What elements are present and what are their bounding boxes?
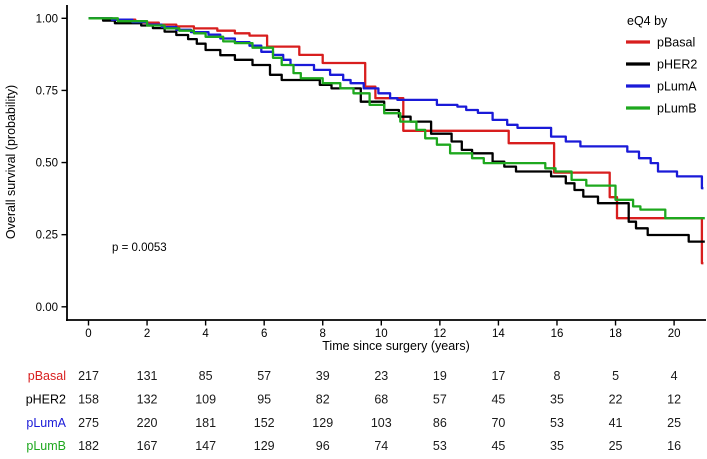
risk-value: 19 — [433, 369, 447, 383]
risk-value: 25 — [667, 416, 681, 430]
risk-value: 5 — [612, 369, 619, 383]
x-tick-label: 14 — [492, 328, 505, 340]
risk-value: 35 — [550, 393, 564, 407]
survival-curve-pLumA — [88, 17, 704, 190]
x-tick-label: 6 — [261, 328, 267, 340]
survival-curve-pLumB — [88, 17, 705, 220]
risk-value: 41 — [609, 416, 623, 430]
y-tick-label: 0.25 — [36, 230, 58, 242]
x-tick-label: 8 — [320, 328, 326, 340]
risk-value: 182 — [78, 439, 99, 453]
risk-value: 86 — [433, 416, 447, 430]
risk-value: 8 — [554, 369, 561, 383]
y-axis-title: Overall survival (probability) — [4, 85, 18, 239]
risk-value: 217 — [78, 369, 99, 383]
legend-label-pBasal: pBasal — [657, 36, 695, 50]
risk-value: 147 — [195, 439, 216, 453]
risk-value: 103 — [371, 416, 392, 430]
survival-curve-pBasal — [88, 17, 704, 265]
x-tick-label: 16 — [551, 328, 564, 340]
y-tick-label: 0.75 — [36, 85, 58, 97]
x-tick-label: 2 — [144, 328, 150, 340]
risk-value: 129 — [254, 439, 275, 453]
risk-value: 158 — [78, 393, 99, 407]
risk-value: 16 — [667, 439, 681, 453]
risk-value: 220 — [137, 416, 158, 430]
y-tick-label: 1.00 — [36, 13, 58, 25]
risk-value: 96 — [316, 439, 330, 453]
risk-value: 45 — [491, 393, 505, 407]
x-tick-label: 20 — [668, 328, 681, 340]
risk-value: 152 — [254, 416, 275, 430]
risk-value: 129 — [312, 416, 333, 430]
risk-row-label-pLumB: pLumB — [26, 439, 66, 453]
risk-value: 70 — [491, 416, 505, 430]
risk-value: 25 — [609, 439, 623, 453]
x-tick-label: 10 — [375, 328, 388, 340]
risk-value: 95 — [257, 393, 271, 407]
risk-value: 12 — [667, 393, 681, 407]
x-tick-label: 4 — [202, 328, 209, 340]
risk-value: 167 — [137, 439, 158, 453]
legend-title: eQ4 by — [627, 14, 668, 28]
x-tick-label: 18 — [609, 328, 622, 340]
survival-curve-pHER2 — [88, 17, 705, 243]
risk-value: 132 — [137, 393, 158, 407]
x-axis-title: Time since surgery (years) — [322, 339, 470, 353]
legend-label-pLumA: pLumA — [657, 80, 697, 94]
legend-label-pHER2: pHER2 — [657, 58, 697, 72]
risk-value: 35 — [550, 439, 564, 453]
y-tick-label: 0.00 — [36, 302, 58, 314]
risk-value: 68 — [374, 393, 388, 407]
risk-value: 45 — [491, 439, 505, 453]
risk-value: 4 — [671, 369, 678, 383]
x-tick-label: 0 — [85, 328, 91, 340]
risk-value: 275 — [78, 416, 99, 430]
risk-value: 22 — [609, 393, 623, 407]
x-tick-label: 12 — [433, 328, 446, 340]
risk-value: 131 — [137, 369, 158, 383]
p-value-annotation: p = 0.0053 — [112, 242, 167, 254]
legend-label-pLumB: pLumB — [657, 102, 697, 116]
risk-value: 53 — [433, 439, 447, 453]
risk-row-label-pBasal: pBasal — [28, 369, 66, 383]
risk-value: 82 — [316, 393, 330, 407]
risk-value: 57 — [257, 369, 271, 383]
risk-value: 85 — [199, 369, 213, 383]
risk-value: 57 — [433, 393, 447, 407]
risk-value: 39 — [316, 369, 330, 383]
risk-row-label-pHER2: pHER2 — [26, 393, 66, 407]
risk-row-label-pLumA: pLumA — [26, 416, 66, 430]
risk-value: 181 — [195, 416, 216, 430]
y-tick-label: 0.50 — [36, 158, 58, 170]
risk-value: 109 — [195, 393, 216, 407]
risk-value: 17 — [491, 369, 505, 383]
risk-value: 23 — [374, 369, 388, 383]
risk-value: 53 — [550, 416, 564, 430]
risk-value: 74 — [374, 439, 388, 453]
